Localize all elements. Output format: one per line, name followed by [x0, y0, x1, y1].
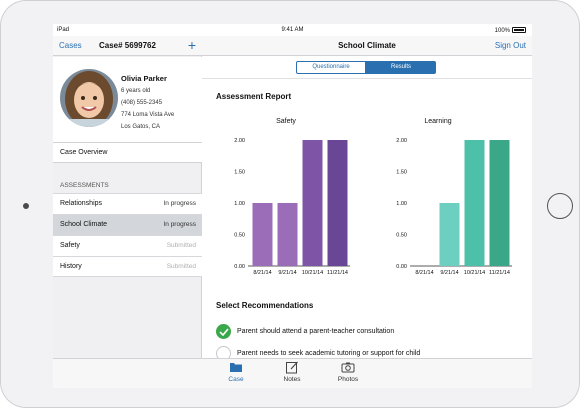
chart-title-safety: Safety [276, 118, 296, 125]
home-button[interactable] [547, 193, 573, 219]
y-tick-label: 1.50 [396, 170, 407, 176]
cases-back-button[interactable]: Cases [59, 41, 82, 50]
bar-9/21/14 [277, 203, 298, 266]
x-tick-label: 9/21/14 [278, 270, 296, 276]
tab-bar: Case Notes Photos [53, 358, 532, 388]
learning-chart: 0.00 0.50 1.00 1.50 2.00 8/21/14 9/21/14 10/21/… [396, 138, 512, 276]
y-tick-label: 1.00 [234, 201, 245, 207]
y-tick-label: 2.00 [396, 138, 407, 144]
client-profile-card: Olivia Parker 6 years old (408) 555-2345… [53, 57, 202, 143]
client-age: 6 years old [121, 88, 151, 94]
battery-icon [512, 27, 526, 33]
client-address: 774 Loma Vista Ave [121, 112, 175, 118]
tab-notes[interactable]: Notes [272, 361, 312, 383]
x-tick-label: 10/21/14 [464, 270, 485, 276]
notes-icon [272, 361, 312, 375]
assessment-status: In progress [163, 200, 196, 207]
case-overview-row[interactable]: Case Overview [53, 143, 202, 163]
assessment-name: Relationships [60, 200, 103, 207]
battery-percent: 100% [494, 28, 510, 34]
sign-out-button[interactable]: Sign Out [494, 41, 526, 50]
y-tick-label: 0.50 [234, 233, 245, 239]
safety-chart: 0.00 0.50 1.00 1.50 2.00 8/21/14 9/21/14 10/21/… [234, 138, 350, 276]
bar-11/21/14 [489, 140, 510, 266]
tab-case[interactable]: Case [216, 361, 256, 383]
y-tick-label: 2.00 [234, 138, 245, 144]
plus-icon[interactable]: + [187, 37, 196, 53]
checkmark-icon[interactable] [216, 324, 231, 339]
client-phone: (408) 555-2345 [121, 100, 163, 106]
assessment-name: History [60, 263, 82, 270]
tab-questionnaire[interactable]: Questionnaire [296, 61, 366, 74]
segmented-control: Questionnaire Results [202, 57, 532, 79]
recommendation-text: Parent should attend a parent-teacher co… [237, 328, 395, 335]
left-nav-bar: Cases Case# 5699762 + [53, 36, 202, 56]
assessment-name: Safety [60, 242, 80, 249]
screen: iPad 9:41 AM 100% Cases Case# 5699762 + [53, 24, 532, 388]
right-nav-bar: School Climate Sign Out [202, 36, 532, 56]
y-tick-label: 0.00 [396, 264, 407, 270]
avatar [60, 69, 118, 127]
carrier-label: iPad [57, 27, 70, 33]
client-city: Los Gatos, CA [121, 124, 161, 130]
camera-icon [328, 361, 368, 375]
x-tick-label: 10/21/14 [302, 270, 323, 276]
bar-8/21/14 [252, 203, 273, 266]
tab-results[interactable]: Results [366, 61, 436, 74]
y-tick-label: 0.50 [396, 233, 407, 239]
x-tick-label: 8/21/14 [415, 270, 433, 276]
tab-label: Photos [337, 376, 359, 383]
report-title: Assessment Report [216, 92, 292, 101]
case-number-title: Case# 5699762 [99, 41, 156, 50]
camera-dot [23, 203, 29, 209]
assessments-header: ASSESSMENTS [60, 182, 109, 189]
detail-pane: School Climate Sign Out Questionnaire Re… [202, 36, 532, 361]
assessment-status: Submitted [166, 263, 196, 270]
tab-label: Notes [283, 376, 301, 383]
assessment-list: Relationships In progress School Climate… [53, 193, 202, 277]
detail-title: School Climate [338, 41, 396, 50]
client-name: Olivia Parker [121, 74, 167, 83]
assessment-item-safety[interactable]: Safety Submitted [53, 235, 202, 256]
bar-10/21/14 [464, 140, 485, 266]
chart-title-learning: Learning [424, 118, 452, 125]
case-overview-label: Case Overview [60, 149, 108, 156]
bar-11/21/14 [327, 140, 348, 266]
x-tick-label: 9/21/14 [440, 270, 458, 276]
assessment-status: In progress [163, 221, 196, 228]
y-tick-label: 1.00 [396, 201, 407, 207]
assessment-item-history[interactable]: History Submitted [53, 256, 202, 277]
tab-label: Case [228, 376, 244, 383]
master-pane: Cases Case# 5699762 + [53, 36, 202, 358]
bar-10/21/14 [302, 140, 323, 266]
recommendations-title: Select Recommendations [216, 301, 314, 310]
y-tick-label: 1.50 [234, 170, 245, 176]
bar-9/21/14 [439, 203, 460, 266]
x-tick-label: 8/21/14 [253, 270, 271, 276]
assessment-status: Submitted [166, 242, 196, 249]
folder-icon [216, 361, 256, 375]
tab-photos[interactable]: Photos [328, 361, 368, 383]
assessment-item-school-climate[interactable]: School Climate In progress [53, 214, 202, 235]
assessment-name: School Climate [60, 221, 108, 228]
x-tick-label: 11/21/14 [489, 270, 510, 276]
battery-indicator: 100% [495, 27, 526, 34]
clock: 9:41 AM [281, 27, 304, 33]
status-bar: iPad 9:41 AM 100% [53, 24, 532, 36]
x-tick-label: 11/21/14 [327, 270, 348, 276]
assessment-item-relationships[interactable]: Relationships In progress [53, 193, 202, 214]
y-tick-label: 0.00 [234, 264, 245, 270]
recommendation-text: Parent needs to seek academic tutoring o… [237, 350, 421, 357]
